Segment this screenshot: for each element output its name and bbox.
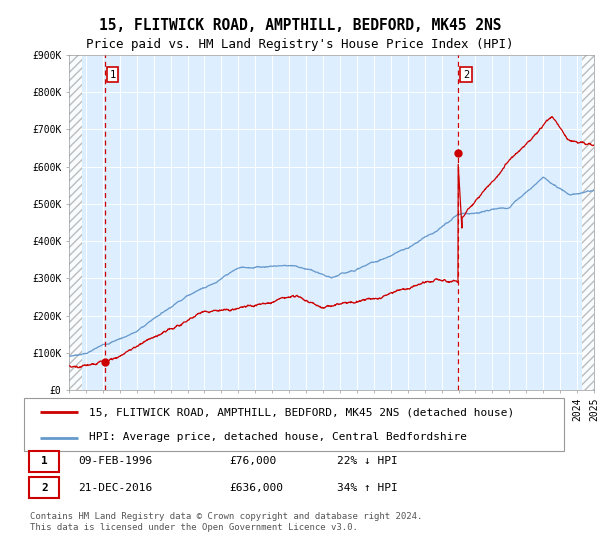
Text: Price paid vs. HM Land Registry's House Price Index (HPI): Price paid vs. HM Land Registry's House …: [86, 38, 514, 52]
Text: 1: 1: [110, 70, 116, 80]
Text: 21-DEC-2016: 21-DEC-2016: [78, 483, 152, 493]
FancyBboxPatch shape: [24, 398, 564, 451]
Text: Contains HM Land Registry data © Crown copyright and database right 2024.
This d: Contains HM Land Registry data © Crown c…: [30, 512, 422, 532]
Text: HPI: Average price, detached house, Central Bedfordshire: HPI: Average price, detached house, Cent…: [89, 432, 467, 442]
Text: £636,000: £636,000: [229, 483, 283, 493]
Text: 1: 1: [41, 456, 47, 466]
FancyBboxPatch shape: [29, 477, 59, 498]
Text: 15, FLITWICK ROAD, AMPTHILL, BEDFORD, MK45 2NS: 15, FLITWICK ROAD, AMPTHILL, BEDFORD, MK…: [99, 18, 501, 32]
Text: £76,000: £76,000: [229, 456, 277, 466]
Text: 2: 2: [41, 483, 47, 493]
Text: 15, FLITWICK ROAD, AMPTHILL, BEDFORD, MK45 2NS (detached house): 15, FLITWICK ROAD, AMPTHILL, BEDFORD, MK…: [89, 408, 514, 418]
Text: 09-FEB-1996: 09-FEB-1996: [78, 456, 152, 466]
Text: 2: 2: [463, 70, 469, 80]
FancyBboxPatch shape: [29, 451, 59, 472]
Text: 22% ↓ HPI: 22% ↓ HPI: [337, 456, 398, 466]
Text: 34% ↑ HPI: 34% ↑ HPI: [337, 483, 398, 493]
